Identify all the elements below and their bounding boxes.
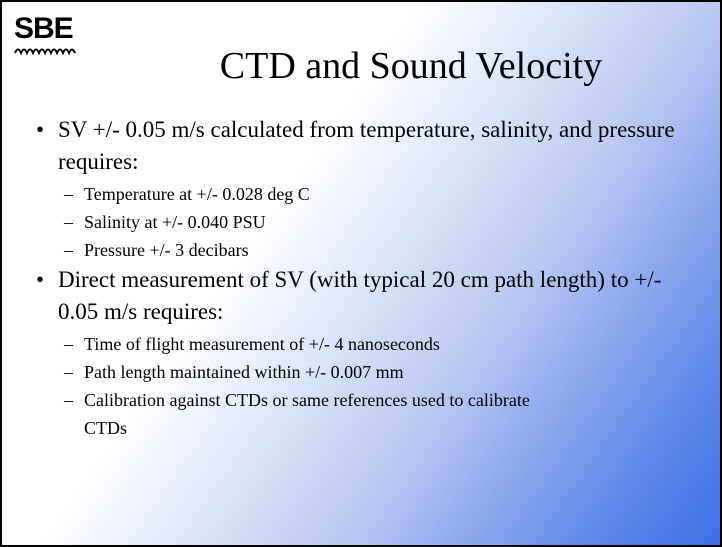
sub-bullet: Time of flight measurement of +/- 4 nano… [36, 330, 564, 358]
bullet-list: SV +/- 0.05 m/s calculated from temperat… [36, 114, 690, 442]
sub-bullet: Salinity at +/- 0.040 PSU [36, 208, 564, 236]
bullet: SV +/- 0.05 m/s calculated from temperat… [36, 114, 698, 178]
logo-text: SBE [14, 12, 74, 45]
bullet: Direct measurement of SV (with typical 2… [36, 264, 698, 328]
logo: SBE [14, 12, 134, 72]
sub-bullet: Temperature at +/- 0.028 deg C [36, 180, 564, 208]
slide-title: CTD and Sound Velocity [219, 45, 603, 87]
sub-bullet: Pressure +/- 3 decibars [36, 236, 564, 264]
sub-bullet: Path length maintained within +/- 0.007 … [36, 358, 564, 386]
logo-waves [14, 48, 76, 56]
sub-bullet: Calibration against CTDs or same referen… [36, 386, 564, 442]
